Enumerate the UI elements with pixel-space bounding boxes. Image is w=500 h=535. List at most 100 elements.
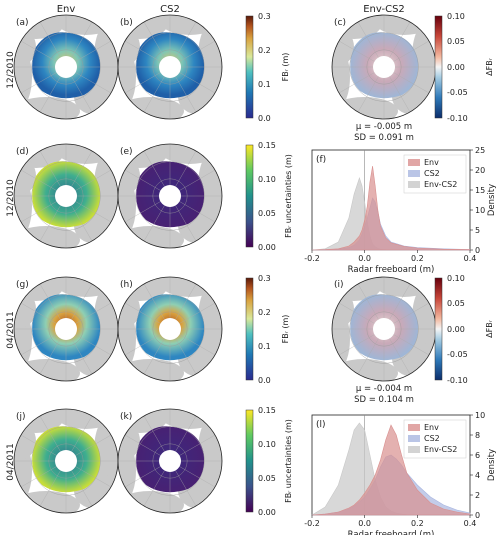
panel-label-i: (i) <box>334 280 344 290</box>
y-tick-label: 8 <box>475 431 480 440</box>
cb-diff2-t2: 0.00 <box>447 325 465 334</box>
panel-label-e: (e) <box>120 147 133 157</box>
legend-swatch <box>408 170 420 177</box>
row-label-2: 12/2010 <box>6 179 16 217</box>
colorbar-fb-2 <box>245 277 254 381</box>
stats-c-sd: SD = 0.091 m <box>354 133 414 143</box>
cb-diff1-label: ΔFBᵣ <box>485 57 494 76</box>
x-axis-label: Radar freeboard (m) <box>348 265 435 275</box>
pole-hole <box>55 185 77 207</box>
cb-unc1-t0: 0.15 <box>258 141 276 150</box>
panel-label-b: (b) <box>120 18 133 28</box>
y-tick-label: 4 <box>475 471 480 480</box>
polar-map-h: (h) <box>117 276 223 382</box>
y-axis-label: Density <box>487 184 497 216</box>
legend-swatch <box>408 424 420 431</box>
y-tick-label: 10 <box>475 411 485 420</box>
y-tick-label: 20 <box>475 166 485 175</box>
cb-unc2-label: FBᵣ uncertainties (m) <box>284 419 293 503</box>
panel-label-d: (d) <box>16 147 29 157</box>
colorbar-diff-2 <box>434 277 443 381</box>
panel-label-g: (g) <box>16 280 29 290</box>
colorbar-diff-1 <box>434 15 443 119</box>
stats-i-mu: μ = -0.004 m <box>356 384 412 394</box>
series-area-env <box>311 424 471 516</box>
row-label-3: 04/2011 <box>6 311 16 348</box>
pole-hole <box>55 450 77 472</box>
x-tick-label: 0.4 <box>464 254 477 263</box>
cb-fb1-t1: 0.2 <box>258 46 271 55</box>
cb-diff1-t1: 0.05 <box>447 37 465 46</box>
cb-fb1-t0: 0.3 <box>258 12 271 21</box>
panel-label: (f) <box>316 155 326 165</box>
colorbar-unc-row2: 0.15 0.10 0.05 0.00 FBᵣ uncertainties (m… <box>245 141 293 252</box>
cb-fb2-label: FBᵣ (m) <box>281 315 290 344</box>
x-tick-label: -0.2 <box>304 519 320 528</box>
cb-unc1-t2: 0.05 <box>258 209 276 218</box>
legend-label: CS2 <box>424 169 440 178</box>
cb-diff2-t4: -0.10 <box>447 376 468 385</box>
polar-map-c: (c) <box>331 14 437 120</box>
polar-map-k: (k) <box>117 408 223 514</box>
polar-map-d: (d) <box>13 143 119 249</box>
x-tick-label: 0.2 <box>411 519 424 528</box>
polar-map-a: (a) <box>13 14 119 120</box>
row-label-4: 04/2011 <box>6 443 16 480</box>
series-area-env <box>311 165 471 251</box>
cb-diff1-t3: -0.05 <box>447 88 468 97</box>
panel-label-k: (k) <box>120 412 132 422</box>
pole-hole <box>55 56 77 78</box>
cb-diff2-t0: 0.10 <box>447 274 465 283</box>
cb-diff1-t0: 0.10 <box>447 12 465 21</box>
y-tick-label: 5 <box>475 226 480 235</box>
polar-map-i: (i) <box>331 276 437 382</box>
legend-swatch <box>408 181 420 188</box>
legend-label: Env-CS2 <box>424 180 457 189</box>
cb-unc2-t0: 0.15 <box>258 406 276 415</box>
cb-fb1-t3: 0.0 <box>258 114 271 123</box>
cb-fb2-t3: 0.0 <box>258 376 271 385</box>
legend-label: CS2 <box>424 434 440 443</box>
land-mass <box>160 277 220 297</box>
land-mass <box>56 409 116 429</box>
colorbar-unc-1 <box>245 144 254 248</box>
cb-fb2-t0: 0.3 <box>258 274 271 283</box>
colorbar-fb-row3: 0.3 0.2 0.1 0.0 FBᵣ (m) <box>245 274 290 385</box>
land-mass <box>160 409 220 429</box>
cb-fb1-t2: 0.1 <box>258 80 271 89</box>
legend-label: Env <box>424 423 439 432</box>
legend-swatch <box>408 435 420 442</box>
colorbar-fb-1 <box>245 15 254 119</box>
map-border <box>117 276 223 382</box>
histogram-l: -0.2 0.0 0.2 0.40 2 4 6 8 10 Radar freeboard (m) D… <box>304 411 497 535</box>
pole-hole <box>373 318 395 340</box>
pole-hole <box>159 450 181 472</box>
cb-diff2-t3: -0.05 <box>447 350 468 359</box>
cb-unc1-t3: 0.00 <box>258 243 276 252</box>
x-tick-label: 0.2 <box>411 254 424 263</box>
pole-hole <box>159 56 181 78</box>
stats-i-sd: SD = 0.104 m <box>354 395 414 405</box>
y-tick-label: 2 <box>475 491 480 500</box>
polar-map-g: (g) <box>13 276 119 382</box>
cb-diff1-t2: 0.00 <box>447 63 465 72</box>
legend-label: Env-CS2 <box>424 445 457 454</box>
y-tick-label: 15 <box>475 186 485 195</box>
polar-map-j: (j) <box>13 408 119 514</box>
y-tick-label: 25 <box>475 146 485 155</box>
pole-hole <box>159 318 181 340</box>
cb-diff2-t1: 0.05 <box>447 299 465 308</box>
x-tick-label: 0.4 <box>464 519 477 528</box>
cb-fb2-t1: 0.2 <box>258 308 271 317</box>
x-tick-label: 0.0 <box>358 254 371 263</box>
x-tick-label: 0.0 <box>358 519 371 528</box>
cb-unc1-t1: 0.10 <box>258 175 276 184</box>
colorbar-unc-row4: 0.15 0.10 0.05 0.00 FBᵣ uncertainties (m… <box>245 406 293 517</box>
legend-label: Env <box>424 158 439 167</box>
pole-hole <box>159 185 181 207</box>
map-border <box>117 143 223 249</box>
y-tick-label: 10 <box>475 206 485 215</box>
histogram-f: -0.2 0.0 0.2 0.40 5 10 15 20 25 Radar freeboard (… <box>304 146 497 275</box>
cb-unc2-t2: 0.05 <box>258 474 276 483</box>
